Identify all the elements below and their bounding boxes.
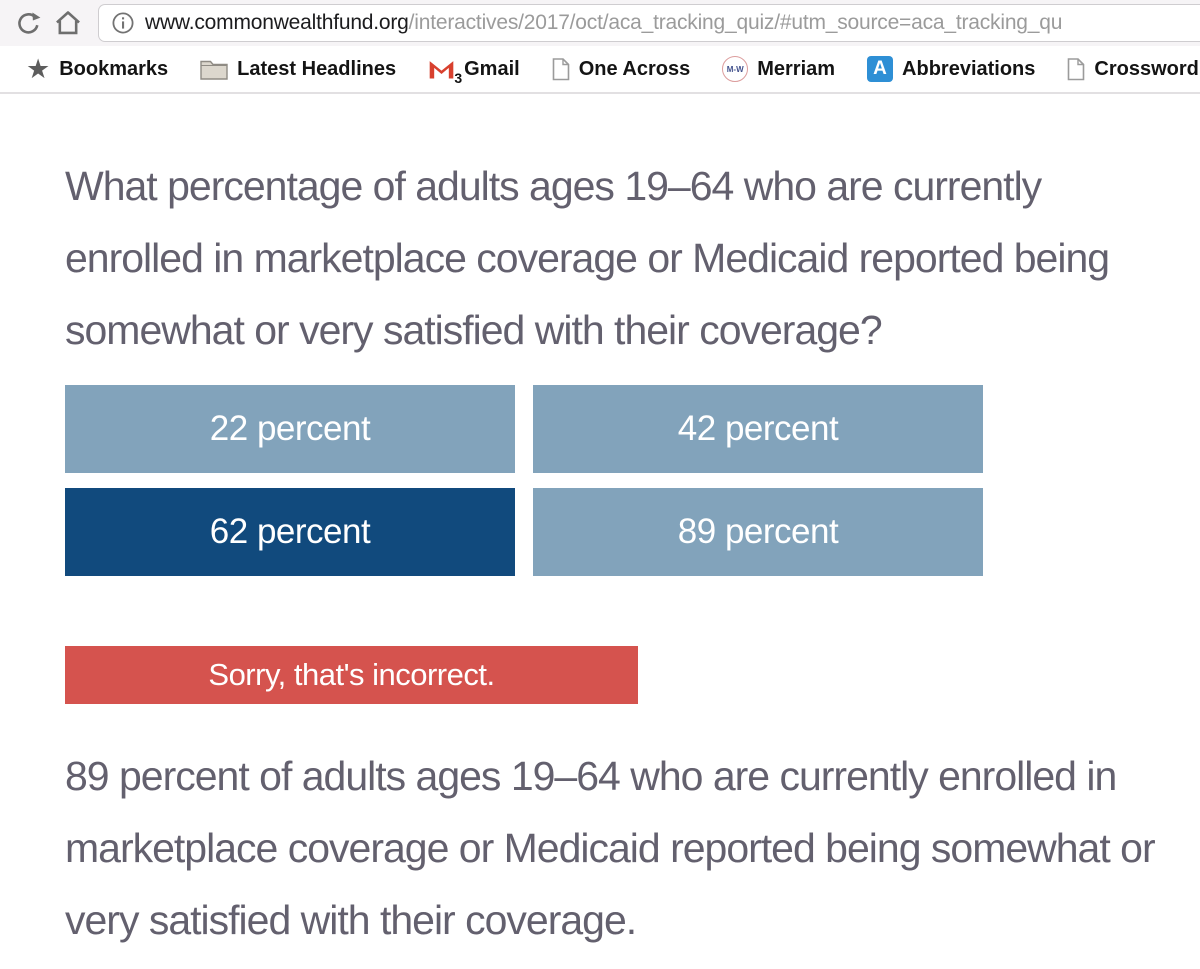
merriam-icon-text: M-W xyxy=(726,64,744,74)
gmail-icon xyxy=(428,59,455,80)
bookmark-label: Latest Headlines xyxy=(237,57,397,80)
page-icon xyxy=(1067,57,1085,81)
browser-toolbar: www.commonwealthfund.org/interactives/20… xyxy=(0,0,1200,46)
answer-option-62-percent[interactable]: 62 percent xyxy=(65,488,515,576)
reload-button[interactable] xyxy=(8,3,48,43)
bookmark-bookmarks[interactable]: ★ Bookmarks xyxy=(26,53,169,84)
answer-option-89-percent[interactable]: 89 percent xyxy=(533,488,983,576)
bookmark-gmail[interactable]: 3 Gmail xyxy=(428,57,520,86)
incorrect-result-banner: Sorry, that's incorrect. xyxy=(65,646,638,704)
home-icon xyxy=(54,9,82,37)
bookmark-abbreviations[interactable]: A Abbreviations xyxy=(867,56,1035,82)
bookmark-merriam[interactable]: M-W Merriam xyxy=(722,56,835,82)
star-icon: ★ xyxy=(26,53,51,84)
page-icon xyxy=(552,57,570,81)
url-path: /interactives/2017/oct/aca_tracking_quiz… xyxy=(408,11,1063,34)
bookmark-label: One Across xyxy=(578,57,691,80)
abbreviations-icon-text: A xyxy=(873,58,887,79)
bookmark-label: Crossword Nexus xyxy=(1094,57,1200,80)
answer-option-22-percent[interactable]: 22 percent xyxy=(65,385,515,473)
url-domain: www.commonwealthfund.org xyxy=(145,11,409,34)
bookmark-crossword-nexus[interactable]: Crossword Nexus xyxy=(1067,58,1200,81)
reload-icon xyxy=(15,10,42,37)
answer-explanation: 89 percent of adults ages 19–64 who are … xyxy=(65,753,1156,943)
bookmark-label: Bookmarks xyxy=(59,57,169,80)
bookmarks-bar: ★ Bookmarks Latest Headlines 3 Gmail xyxy=(0,46,1200,94)
merriam-icon: M-W xyxy=(722,56,749,82)
bookmark-label: Abbreviations xyxy=(902,57,1036,80)
folder-icon xyxy=(200,58,228,80)
bookmark-label: Merriam xyxy=(757,57,836,80)
quiz-question: What percentage of adults ages 19–64 who… xyxy=(65,163,1110,353)
bookmark-latest-headlines[interactable]: Latest Headlines xyxy=(200,58,396,81)
quiz-page: What percentage of adults ages 19–64 who… xyxy=(0,94,1200,956)
home-button[interactable] xyxy=(48,3,88,43)
answer-options: 22 percent 42 percent 62 percent 89 perc… xyxy=(65,385,1200,576)
answer-option-42-percent[interactable]: 42 percent xyxy=(533,385,983,473)
url-bar[interactable]: www.commonwealthfund.org/interactives/20… xyxy=(98,4,1200,42)
bookmark-label: Gmail xyxy=(464,57,520,80)
gmail-unread-badge: 3 xyxy=(454,69,463,86)
bookmark-one-across[interactable]: One Across xyxy=(552,57,691,81)
abbreviations-icon: A xyxy=(867,56,894,82)
site-info-icon[interactable] xyxy=(111,11,135,35)
